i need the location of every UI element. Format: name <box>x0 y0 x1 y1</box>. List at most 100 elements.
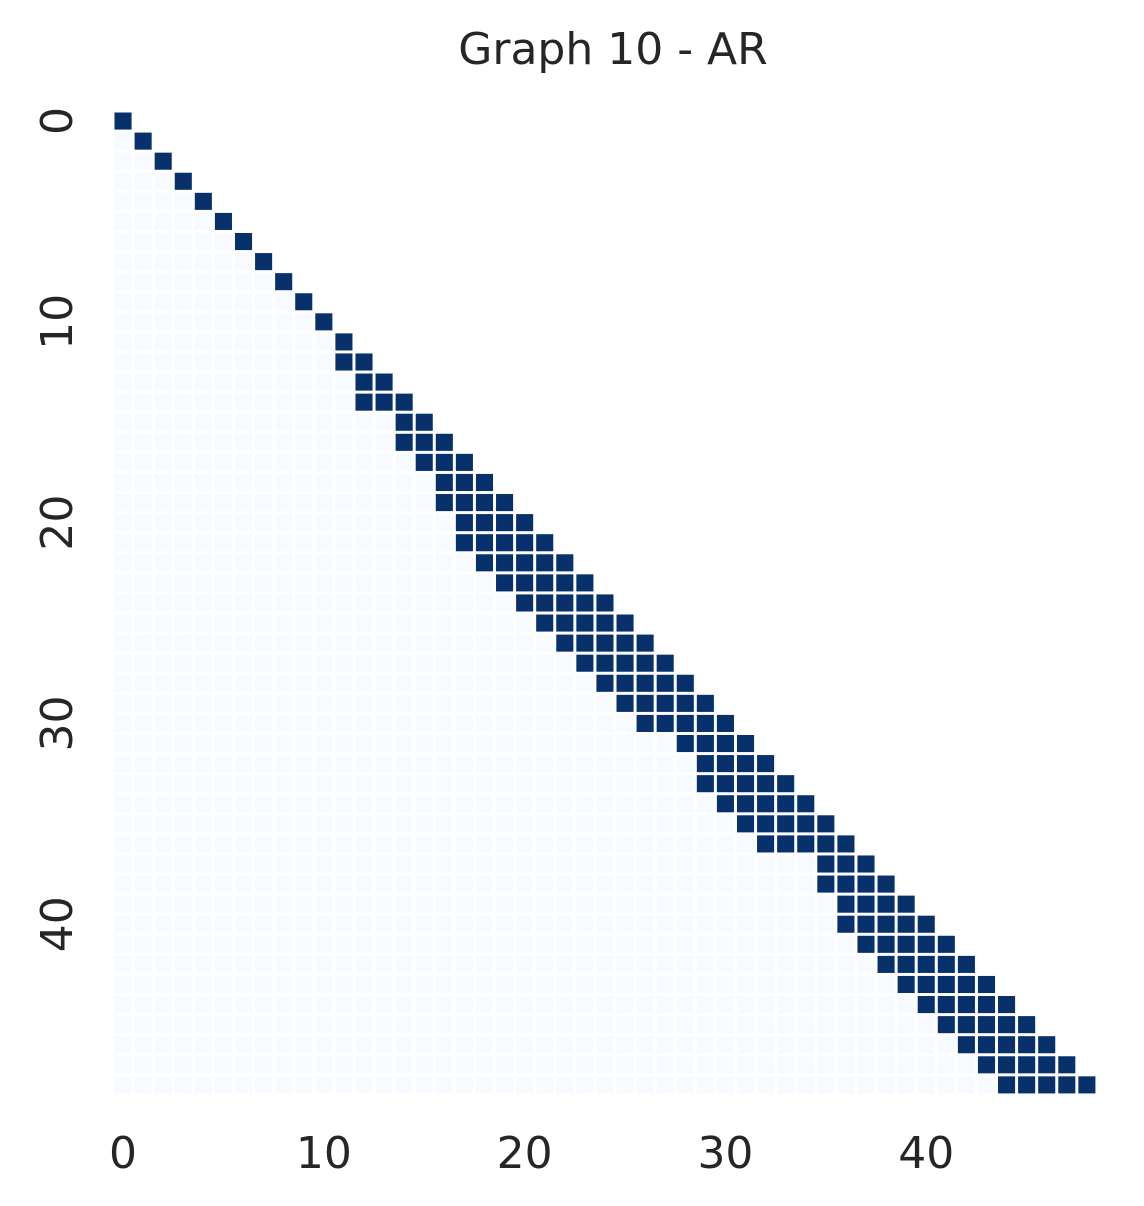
heatmap-cell <box>174 955 192 973</box>
heatmap-cell <box>174 634 192 652</box>
heatmap-cell <box>817 1076 835 1094</box>
heatmap-cell <box>214 1076 232 1094</box>
heatmap-cell <box>616 1016 634 1034</box>
heatmap-cell <box>315 333 333 351</box>
heatmap-cell <box>194 855 212 873</box>
heatmap-cell <box>194 815 212 833</box>
heatmap-cell <box>475 835 494 853</box>
heatmap-cell <box>255 755 273 773</box>
heatmap-cell <box>134 574 152 592</box>
heatmap-cell <box>395 955 413 973</box>
heatmap-cell <box>134 353 152 371</box>
heatmap-cell <box>777 1036 795 1054</box>
heatmap-cell <box>395 694 413 712</box>
heatmap-cell <box>375 935 393 953</box>
heatmap-cell <box>375 835 393 853</box>
heatmap-cell <box>455 614 473 632</box>
heatmap-cell <box>255 875 273 893</box>
heatmap-cell-active <box>174 172 192 190</box>
heatmap-cell <box>777 955 795 973</box>
heatmap-cell <box>174 614 192 632</box>
heatmap-cell <box>194 1056 212 1074</box>
heatmap-cell <box>134 253 152 271</box>
heatmap-cell <box>556 734 574 753</box>
heatmap-cell <box>777 975 795 994</box>
heatmap-cell <box>134 855 152 873</box>
heatmap-cell <box>174 554 192 572</box>
heatmap-cell <box>275 714 293 732</box>
heatmap-cell <box>415 554 433 572</box>
heatmap-cell <box>154 875 172 893</box>
heatmap-cell <box>496 875 514 893</box>
heatmap-cell <box>214 333 232 351</box>
heatmap-cell <box>536 734 554 753</box>
heatmap-cell <box>255 273 273 291</box>
heatmap-cell <box>194 1016 212 1034</box>
heatmap-cell <box>114 333 132 351</box>
heatmap-cell <box>275 353 293 371</box>
heatmap-cell <box>355 734 373 753</box>
heatmap-cell <box>174 915 192 933</box>
heatmap-cell <box>475 614 494 632</box>
heatmap-cell <box>315 634 333 652</box>
heatmap-cell <box>375 1016 393 1034</box>
heatmap-cell <box>616 1056 634 1074</box>
heatmap-cell <box>114 473 132 492</box>
heatmap-cell <box>255 373 273 391</box>
heatmap-cell <box>335 955 353 973</box>
heatmap-cell <box>496 694 514 712</box>
heatmap-cell <box>817 975 835 994</box>
heatmap-cell <box>295 514 313 532</box>
heatmap-cell <box>415 1016 433 1034</box>
heatmap-cell <box>255 855 273 873</box>
heatmap-cell-active <box>857 875 875 893</box>
heatmap-cell-active <box>716 714 734 732</box>
heatmap-cell <box>194 915 212 933</box>
heatmap-cell <box>295 815 313 833</box>
heatmap-cell <box>415 1056 433 1074</box>
heatmap-cell <box>415 654 433 672</box>
heatmap-cell <box>857 996 875 1014</box>
heatmap-cell-active <box>576 634 594 652</box>
heatmap-cell <box>234 473 253 492</box>
heatmap-cell <box>475 654 494 672</box>
heatmap-cell <box>315 975 333 994</box>
heatmap-cell <box>455 714 473 732</box>
heatmap-cell <box>275 594 293 612</box>
heatmap-cell-active <box>496 534 514 552</box>
heatmap-cell <box>154 835 172 853</box>
heatmap-cell <box>335 1076 353 1094</box>
heatmap-cell <box>194 795 212 813</box>
heatmap-cell-active <box>877 915 895 933</box>
heatmap-cell <box>736 875 755 893</box>
heatmap-cell <box>636 1016 654 1034</box>
heatmap-cell <box>275 975 293 994</box>
heatmap-cell <box>877 975 895 994</box>
heatmap-cell-active <box>977 1056 996 1074</box>
heatmap-cell <box>315 614 333 632</box>
heatmap-cell <box>134 815 152 833</box>
heatmap-cell <box>174 574 192 592</box>
heatmap-cell <box>295 975 313 994</box>
heatmap-cell <box>275 755 293 773</box>
heatmap-cell <box>134 393 152 411</box>
heatmap-cell <box>455 1056 473 1074</box>
heatmap-cell <box>234 594 253 612</box>
heatmap-cell <box>315 734 333 753</box>
heatmap-cell <box>255 795 273 813</box>
heatmap-cell <box>295 433 313 451</box>
heatmap-cell-active <box>636 674 654 692</box>
heatmap-cell <box>174 815 192 833</box>
heatmap-cell <box>255 714 273 732</box>
heatmap-cell-active <box>736 795 755 813</box>
heatmap-cell <box>315 775 333 793</box>
heatmap-cell <box>837 1056 855 1074</box>
heatmap-cell <box>736 1056 755 1074</box>
heatmap-cell <box>114 895 132 913</box>
heatmap-cell <box>234 293 253 311</box>
heatmap-cell-active <box>736 734 755 753</box>
heatmap-cell <box>496 755 514 773</box>
heatmap-cell <box>435 1016 453 1034</box>
heatmap-cell <box>576 795 594 813</box>
